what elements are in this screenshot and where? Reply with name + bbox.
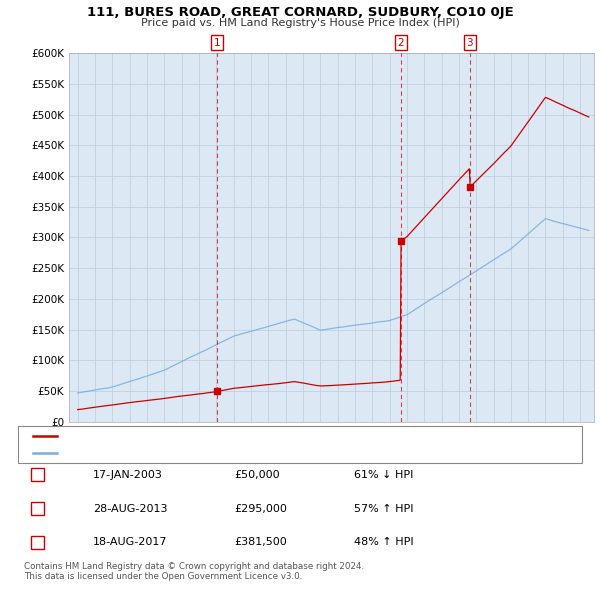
- Text: 28-AUG-2013: 28-AUG-2013: [93, 504, 167, 513]
- Text: 1: 1: [214, 38, 220, 48]
- Text: 18-AUG-2017: 18-AUG-2017: [93, 537, 167, 547]
- Text: 1: 1: [34, 470, 41, 480]
- Text: 57% ↑ HPI: 57% ↑ HPI: [354, 504, 413, 513]
- Text: 2: 2: [397, 38, 404, 48]
- Text: This data is licensed under the Open Government Licence v3.0.: This data is licensed under the Open Gov…: [24, 572, 302, 581]
- Text: £295,000: £295,000: [234, 504, 287, 513]
- Text: £50,000: £50,000: [234, 470, 280, 480]
- Text: 111, BURES ROAD, GREAT CORNARD, SUDBURY, CO10 0JE (semi-detached house): 111, BURES ROAD, GREAT CORNARD, SUDBURY,…: [63, 432, 452, 441]
- Text: 3: 3: [34, 537, 41, 547]
- Text: 2: 2: [34, 504, 41, 513]
- Text: 61% ↓ HPI: 61% ↓ HPI: [354, 470, 413, 480]
- Text: £381,500: £381,500: [234, 537, 287, 547]
- Text: Price paid vs. HM Land Registry's House Price Index (HPI): Price paid vs. HM Land Registry's House …: [140, 18, 460, 28]
- Text: 48% ↑ HPI: 48% ↑ HPI: [354, 537, 413, 547]
- Text: 111, BURES ROAD, GREAT CORNARD, SUDBURY, CO10 0JE: 111, BURES ROAD, GREAT CORNARD, SUDBURY,…: [86, 6, 514, 19]
- Text: 17-JAN-2003: 17-JAN-2003: [93, 470, 163, 480]
- Text: 3: 3: [466, 38, 473, 48]
- Text: Contains HM Land Registry data © Crown copyright and database right 2024.: Contains HM Land Registry data © Crown c…: [24, 562, 364, 571]
- Text: HPI: Average price, semi-detached house, Babergh: HPI: Average price, semi-detached house,…: [63, 448, 305, 457]
